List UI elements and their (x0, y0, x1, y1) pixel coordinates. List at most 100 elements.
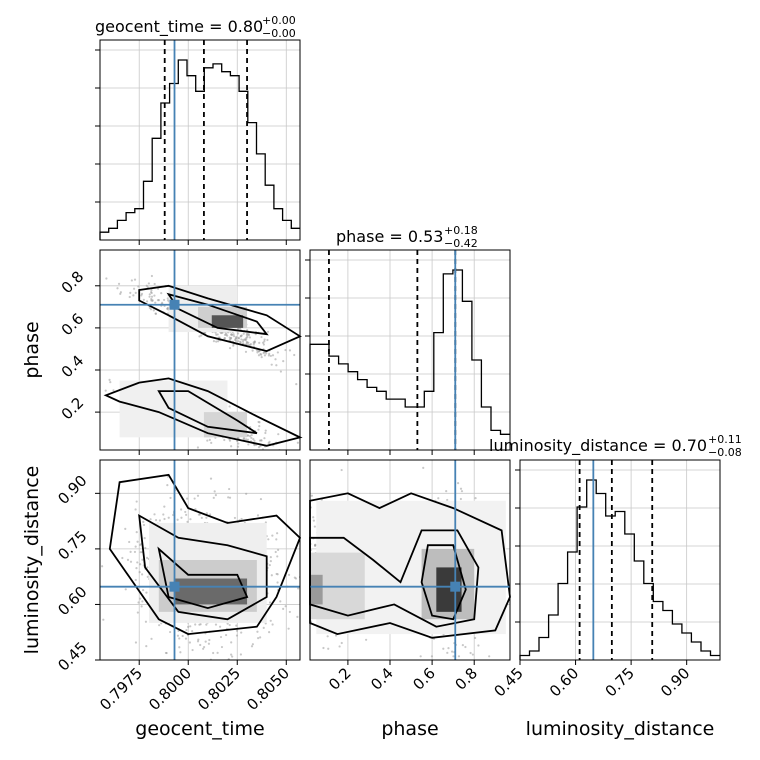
sample-point (474, 637, 476, 639)
histogram-geocent_time (100, 60, 300, 240)
sample-point (93, 626, 95, 628)
sample-point (144, 547, 146, 549)
x-tick-label: 0.4 (367, 664, 397, 694)
sample-point (208, 639, 210, 641)
sample-point (149, 293, 151, 295)
sample-point (129, 296, 131, 298)
sample-point (143, 524, 145, 526)
sample-point (132, 294, 134, 296)
xlabel-geocent-time: geocent_time (135, 718, 264, 740)
sample-point (124, 528, 126, 530)
panel-frame (100, 40, 300, 240)
sample-point (178, 637, 180, 639)
sample-point (474, 497, 476, 499)
sample-point (460, 488, 462, 490)
sample-point (275, 538, 277, 540)
sample-point (253, 440, 255, 442)
sample-point (232, 345, 234, 347)
sample-point (306, 541, 308, 543)
truth-marker (170, 300, 180, 310)
sample-point (258, 354, 260, 356)
sample-point (274, 629, 276, 631)
sample-point (165, 652, 167, 654)
sample-point (212, 652, 214, 654)
sample-point (271, 364, 273, 366)
sample-point (303, 546, 305, 548)
title-luminosity-distance-minus: −0.08 (708, 446, 742, 459)
sample-point (341, 469, 343, 471)
sample-point (247, 439, 249, 441)
sample-point (215, 341, 217, 343)
sample-point (225, 634, 227, 636)
sample-point (245, 438, 247, 440)
sample-point (141, 559, 143, 561)
title-luminosity-distance-plus: +0.11 (708, 433, 742, 446)
sample-point (186, 521, 188, 523)
sample-point (141, 600, 143, 602)
y-tick-label: 0.4 (58, 352, 88, 382)
sample-point (277, 560, 279, 562)
sample-point (223, 439, 225, 441)
y-tick-label: 0.2 (58, 394, 88, 424)
sample-point (235, 624, 237, 626)
sample-point (267, 538, 269, 540)
sample-point (488, 655, 490, 657)
sample-point (267, 331, 269, 333)
sample-point (319, 466, 321, 468)
sample-point (213, 340, 215, 342)
sample-point (258, 342, 260, 344)
sample-point (251, 645, 253, 647)
sample-point (312, 516, 314, 518)
sample-point (135, 641, 137, 643)
sample-point (263, 352, 265, 354)
sample-point (240, 341, 242, 343)
sample-point (314, 525, 316, 527)
sample-point (279, 593, 281, 595)
sample-point (307, 453, 309, 455)
sample-point (198, 514, 200, 516)
sample-point (217, 340, 219, 342)
x-tick-label: 0.8050 (243, 664, 293, 714)
x-tick-label: 0.7975 (96, 664, 146, 714)
sample-point (221, 646, 223, 648)
sample-point (136, 541, 138, 543)
sample-point (205, 624, 207, 626)
sample-point (291, 606, 293, 608)
sample-point (219, 626, 221, 628)
sample-point (327, 635, 329, 637)
sample-point (303, 566, 305, 568)
sample-point (237, 337, 239, 339)
sample-point (288, 462, 290, 464)
sample-point (247, 443, 249, 445)
sample-point (311, 495, 313, 497)
sample-point (469, 652, 471, 654)
sample-point (229, 347, 231, 349)
sample-point (276, 564, 278, 566)
sample-point (302, 606, 304, 608)
sample-point (271, 535, 273, 537)
sample-point (301, 590, 303, 592)
sample-point (257, 429, 259, 431)
sample-point (271, 513, 273, 515)
sample-point (297, 587, 299, 589)
sample-point (209, 439, 211, 441)
sample-point (269, 564, 271, 566)
y-tick-label: 0.45 (54, 638, 90, 674)
sample-point (282, 360, 284, 362)
sample-point (177, 519, 179, 521)
sample-point (269, 601, 271, 603)
xlabel-phase: phase (381, 718, 438, 740)
sample-point (300, 584, 302, 586)
sample-point (422, 467, 424, 469)
sample-point (249, 336, 251, 338)
sample-point (136, 531, 138, 533)
sample-point (203, 646, 205, 648)
sample-point (296, 555, 298, 557)
sample-point (258, 350, 260, 352)
sample-point (245, 493, 247, 495)
sample-point (118, 283, 120, 285)
sample-point (302, 552, 304, 554)
sample-point (205, 517, 207, 519)
sample-point (296, 616, 298, 618)
